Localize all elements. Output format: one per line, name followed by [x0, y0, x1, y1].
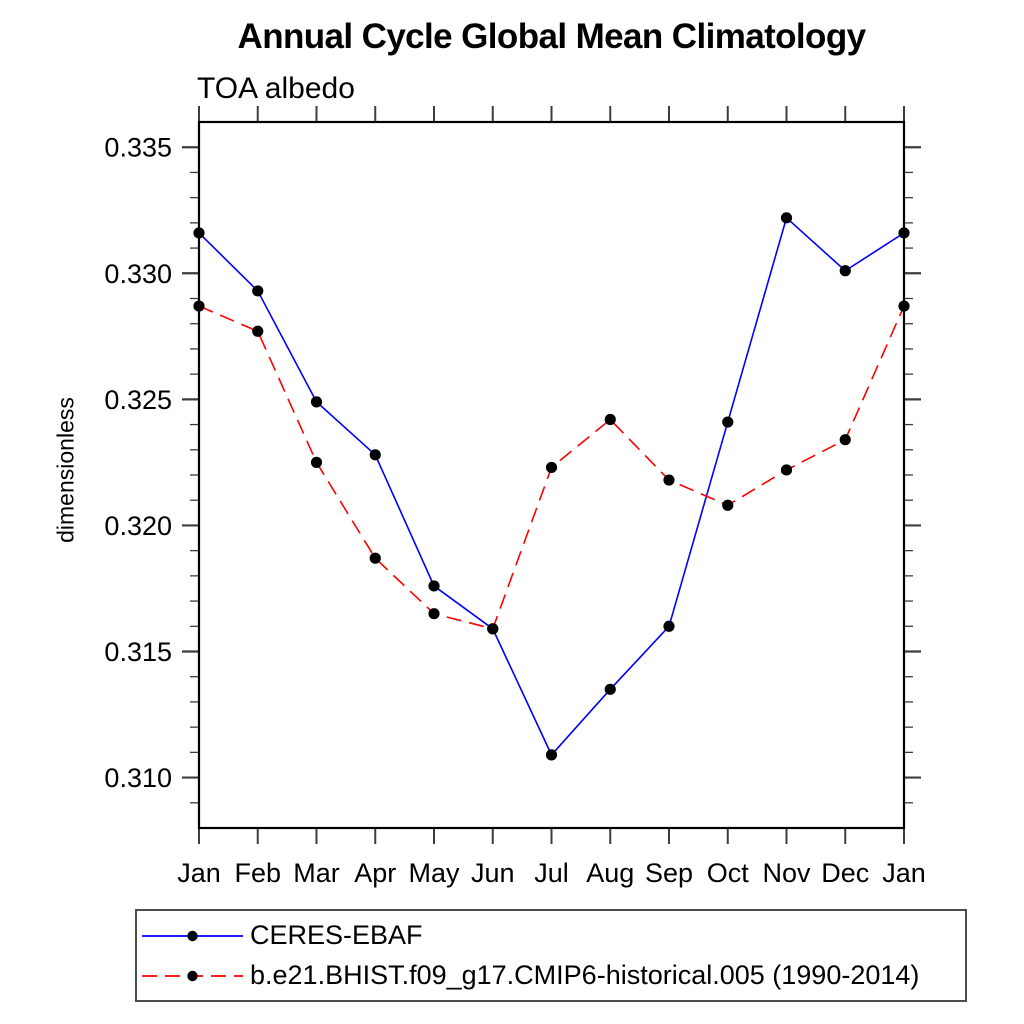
svg-text:0.335: 0.335: [104, 133, 172, 163]
svg-text:0.325: 0.325: [104, 385, 172, 415]
legend-line-sample-1: [140, 968, 245, 984]
legend-label-model: b.e21.BHIST.f09_g17.CMIP6-historical.005…: [250, 960, 920, 990]
svg-text:Jun: Jun: [471, 858, 515, 888]
legend-sample-glyph: [142, 970, 243, 981]
legend-label-ceres-ebaf: CERES-EBAF: [250, 920, 423, 950]
svg-text:Nov: Nov: [762, 858, 811, 888]
svg-text:Dec: Dec: [821, 858, 869, 888]
svg-text:Aug: Aug: [586, 858, 634, 888]
svg-text:Jul: Jul: [534, 858, 569, 888]
chart-title: Annual Cycle Global Mean Climatology: [237, 17, 867, 56]
svg-text:Feb: Feb: [234, 858, 281, 888]
svg-text:Mar: Mar: [293, 858, 340, 888]
legend: CERES-EBAF b.e21.BHIST.f09_g17.CMIP6-his…: [135, 909, 967, 1002]
legend-line-sample-0: [140, 928, 245, 944]
svg-text:0.330: 0.330: [104, 259, 172, 289]
legend-item-ceres-ebaf: CERES-EBAF: [140, 920, 965, 950]
svg-text:Apr: Apr: [354, 858, 396, 888]
svg-text:Jan: Jan: [177, 858, 221, 888]
svg-text:0.310: 0.310: [104, 763, 172, 793]
legend-sample-glyph: [142, 930, 243, 941]
svg-text:0.320: 0.320: [104, 511, 172, 541]
legend-item-model: b.e21.BHIST.f09_g17.CMIP6-historical.005…: [140, 960, 965, 990]
svg-text:Sep: Sep: [645, 858, 693, 888]
svg-text:0.315: 0.315: [104, 637, 172, 667]
svg-text:May: May: [408, 858, 460, 888]
chart-subtitle: TOA albedo: [197, 72, 355, 105]
svg-text:Jan: Jan: [882, 858, 926, 888]
svg-text:Oct: Oct: [707, 858, 750, 888]
